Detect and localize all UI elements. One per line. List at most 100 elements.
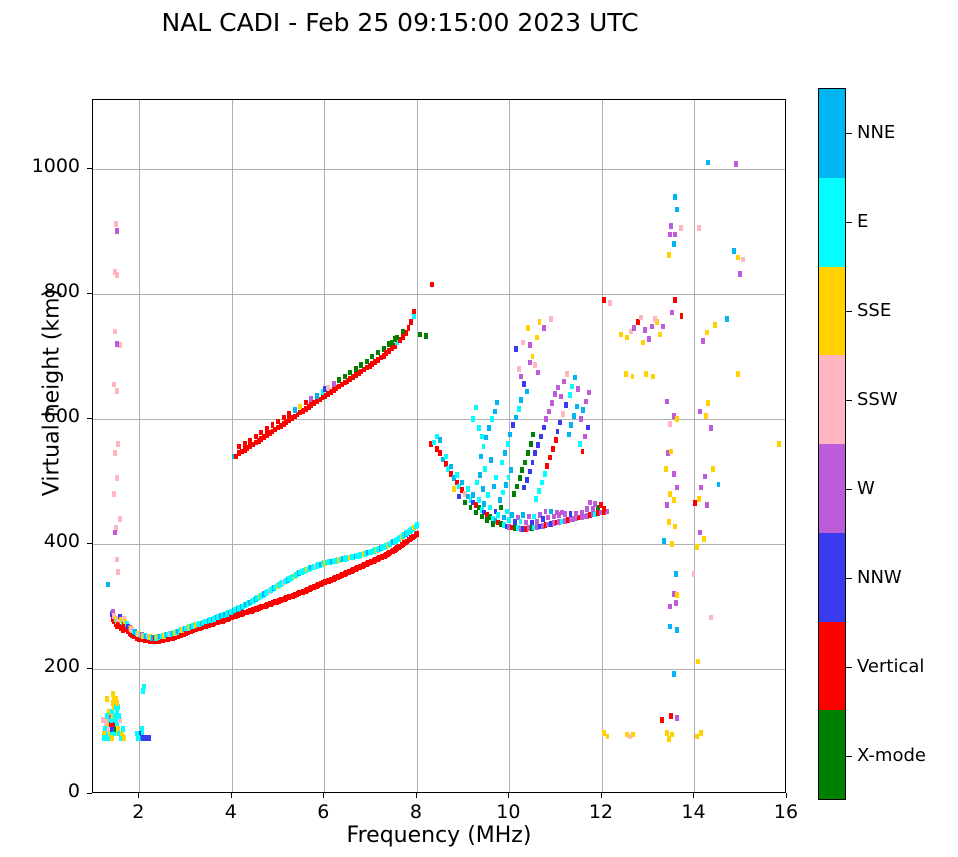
echo-point [674,484,679,491]
echo-point [505,441,510,447]
echo-point [492,408,497,415]
echo-point [501,514,506,521]
echo-point [514,483,519,490]
echo-point [485,512,490,518]
echo-point [535,524,540,530]
echo-point [658,331,663,338]
echo-point [501,522,506,528]
echo-point [320,389,325,395]
echo-point [572,412,577,419]
echo-point [549,521,553,527]
y-axis-title: Virtual height (km) [39,288,65,497]
echo-point [429,281,434,288]
echo-point [550,446,555,452]
colorbar-tick [846,666,852,668]
echo-point [632,325,637,332]
echo-point [525,388,529,395]
x-gridline [324,100,326,792]
y-gridline [93,168,785,170]
echo-point [116,569,121,575]
y-gridline [93,668,785,670]
echo-point [114,708,119,715]
colorbar-label-w: W [857,477,875,499]
echo-point [137,730,142,737]
echo-point [475,479,479,486]
echo-point [142,734,147,741]
echo-point [482,509,487,516]
echo-point [530,459,535,466]
echo-point [389,339,394,346]
echo-point [328,389,333,395]
echo-point [276,424,281,431]
echo-point [662,537,667,544]
echo-point [504,508,509,515]
echo-point [631,731,636,738]
echo-point [451,486,456,492]
echo-point [708,425,713,432]
x-gridline [509,100,511,792]
colorbar-band-w [819,444,845,533]
echo-point [542,471,547,477]
echo-point [281,421,286,427]
echo-point [547,408,552,415]
x-tick-label: 6 [317,801,330,823]
echo-point [650,373,655,380]
echo-point [112,612,117,619]
echo-point [569,422,574,428]
echo-point [460,487,465,493]
echo-point [531,431,536,438]
echo-point [115,699,119,706]
echo-point [511,422,516,428]
echo-point [476,497,481,503]
echo-point [474,509,479,516]
echo-point [287,411,292,417]
echo-point [724,316,729,322]
echo-point [120,627,125,633]
echo-point [581,407,586,413]
echo-point [493,508,498,515]
echo-point [527,359,532,366]
echo-point [562,517,567,524]
echo-point [117,342,122,348]
echo-point [292,407,297,413]
echo-point [264,426,269,432]
echo-point [578,416,583,422]
echo-point [115,387,119,394]
echo-point [117,730,122,737]
echo-point [359,368,364,375]
echo-point [481,443,486,450]
echo-point [113,328,118,335]
echo-point [582,513,587,520]
echo-point [424,332,429,339]
colorbar-label-x-mode: X-mode [857,744,926,766]
echo-point [113,450,118,457]
echo-point [521,339,526,346]
echo-point [668,231,673,238]
echo-point [661,323,665,330]
echo-point [465,486,470,492]
echo-point [574,515,578,522]
echo-point [593,511,598,517]
echo-point [630,373,635,380]
echo-point [113,269,118,275]
echo-point [590,506,595,512]
echo-point [117,613,122,620]
echo-point [668,421,673,427]
echo-point [406,325,411,332]
echo-point [671,591,676,597]
echo-point [528,441,533,447]
echo-point [559,393,564,400]
echo-point [698,408,702,415]
echo-point [674,206,679,213]
echo-point [289,415,294,422]
x-tick [415,793,417,798]
echo-point [353,366,358,372]
echo-point [519,397,524,403]
echo-point [526,525,531,532]
echo-point [708,614,713,621]
echo-point [119,730,124,737]
echo-point [500,459,504,466]
echo-point [259,429,264,436]
echo-point [546,514,551,521]
